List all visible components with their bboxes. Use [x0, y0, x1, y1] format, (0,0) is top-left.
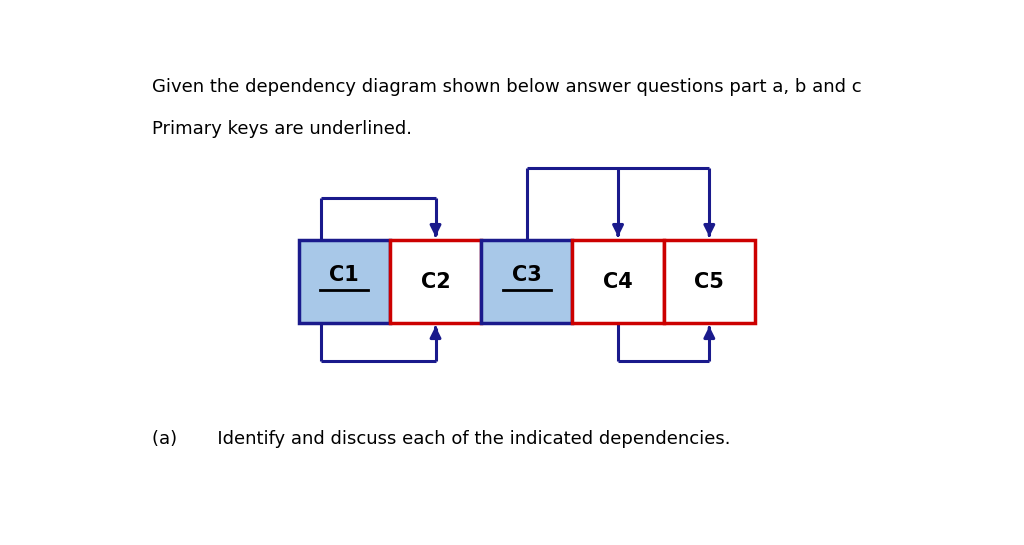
Text: C4: C4: [603, 271, 633, 292]
Text: Primary keys are underlined.: Primary keys are underlined.: [152, 120, 412, 138]
Text: C3: C3: [512, 265, 542, 285]
Text: (a)       Identify and discuss each of the indicated dependencies.: (a) Identify and discuss each of the ind…: [152, 431, 730, 449]
Bar: [299, 240, 390, 324]
Text: Given the dependency diagram shown below answer questions part a, b and c: Given the dependency diagram shown below…: [152, 78, 861, 96]
Bar: [572, 240, 664, 324]
Bar: [390, 240, 481, 324]
Bar: [481, 240, 572, 324]
Text: C2: C2: [421, 271, 451, 292]
Text: C5: C5: [694, 271, 724, 292]
Text: C1: C1: [330, 265, 359, 285]
Bar: [664, 240, 755, 324]
